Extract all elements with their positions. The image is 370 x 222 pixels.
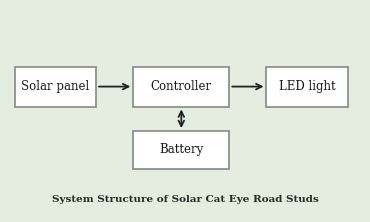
Text: LED light: LED light	[279, 80, 336, 93]
Text: Battery: Battery	[159, 143, 204, 156]
FancyBboxPatch shape	[15, 67, 96, 107]
Text: System Structure of Solar Cat Eye Road Studs: System Structure of Solar Cat Eye Road S…	[52, 195, 318, 204]
FancyBboxPatch shape	[133, 131, 229, 169]
Text: Solar panel: Solar panel	[21, 80, 90, 93]
Text: Controller: Controller	[151, 80, 212, 93]
FancyBboxPatch shape	[133, 67, 229, 107]
FancyBboxPatch shape	[266, 67, 348, 107]
